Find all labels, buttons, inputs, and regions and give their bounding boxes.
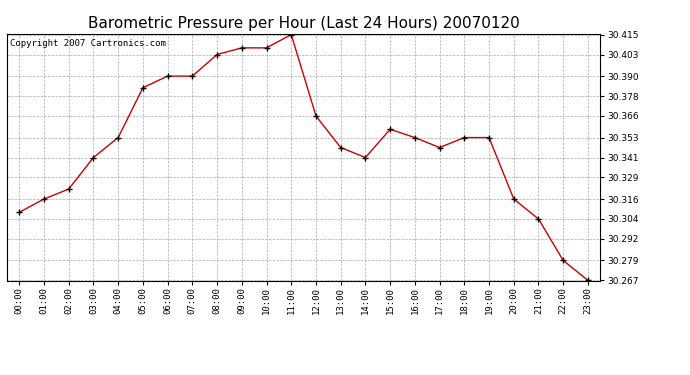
Title: Barometric Pressure per Hour (Last 24 Hours) 20070120: Barometric Pressure per Hour (Last 24 Ho… [88, 16, 520, 31]
Text: Copyright 2007 Cartronics.com: Copyright 2007 Cartronics.com [10, 39, 166, 48]
